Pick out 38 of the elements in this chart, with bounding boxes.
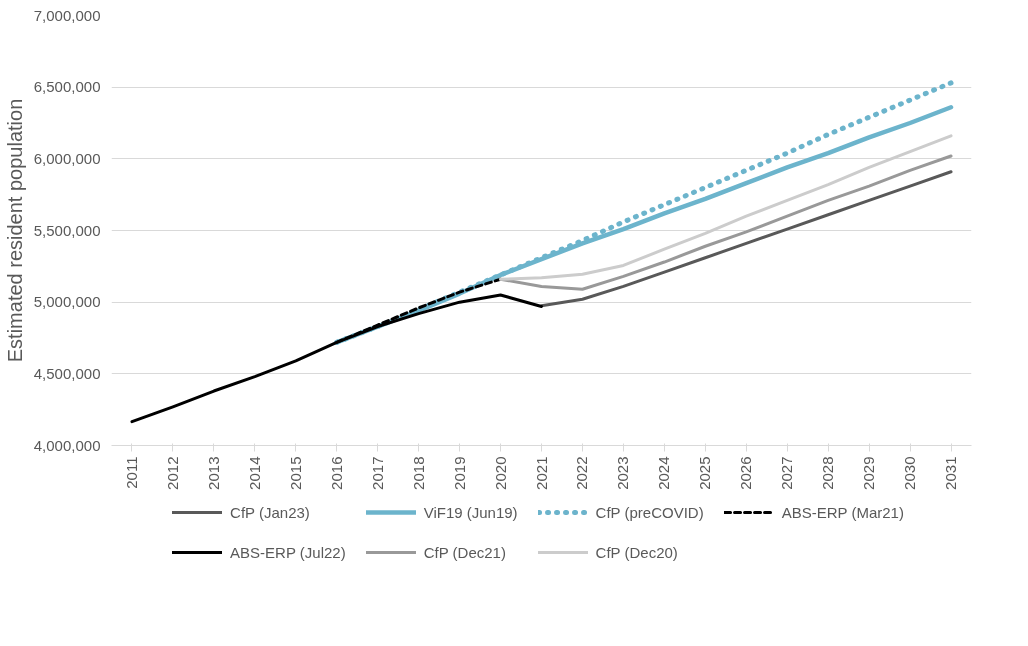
- x-tick-label: 2017: [368, 456, 386, 490]
- legend-label: CfP (Jan23): [230, 503, 310, 521]
- x-tick-label: 2029: [860, 456, 878, 490]
- x-tick-label: 2015: [286, 456, 304, 490]
- y-tick-label: 4,000,000: [33, 436, 101, 454]
- y-tick-label: 5,500,000: [33, 221, 101, 239]
- legend-label: CfP (Dec21): [423, 543, 506, 561]
- x-tick-label: 2014: [245, 456, 263, 490]
- x-tick-label: 2018: [409, 456, 427, 490]
- x-tick-label: 2026: [737, 456, 755, 490]
- legend-label: ABS-ERP (Jul22): [230, 543, 346, 561]
- y-tick-label: 6,500,000: [33, 78, 101, 96]
- x-tick-label: 2028: [819, 456, 837, 490]
- x-tick-label: 2016: [327, 456, 345, 490]
- x-tick-label: 2023: [614, 456, 632, 490]
- x-tick-label: 2025: [696, 456, 714, 490]
- y-tick-label: 4,500,000: [33, 364, 101, 382]
- x-tick-label: 2021: [532, 456, 550, 490]
- line-series: [540, 170, 953, 308]
- y-axis-title: Estimated resident population: [3, 98, 26, 363]
- y-tick-label: 6,000,000: [33, 149, 101, 167]
- x-tick-label: 2012: [163, 456, 181, 490]
- x-tick-label: 2024: [655, 456, 673, 490]
- x-tick-label: 2027: [778, 456, 796, 490]
- line-series: [499, 134, 953, 281]
- x-tick-label: 2031: [942, 456, 960, 490]
- y-tick-label: 5,000,000: [33, 293, 101, 311]
- x-tick-label: 2030: [901, 456, 919, 490]
- legend-label: ABS-ERP (Mar21): [781, 503, 904, 521]
- x-tick-label: 2020: [491, 456, 509, 490]
- y-tick-label: 7,000,000: [33, 6, 101, 24]
- x-tick-label: 2022: [573, 456, 591, 490]
- legend-label: CfP (preCOVID): [595, 503, 704, 521]
- x-tick-label: 2011: [122, 456, 140, 489]
- x-tick-label: 2019: [450, 456, 468, 490]
- legend-label: CfP (Dec20): [595, 543, 678, 561]
- x-tick-label: 2013: [204, 456, 222, 490]
- legend-label: ViF19 (Jun19): [423, 503, 518, 521]
